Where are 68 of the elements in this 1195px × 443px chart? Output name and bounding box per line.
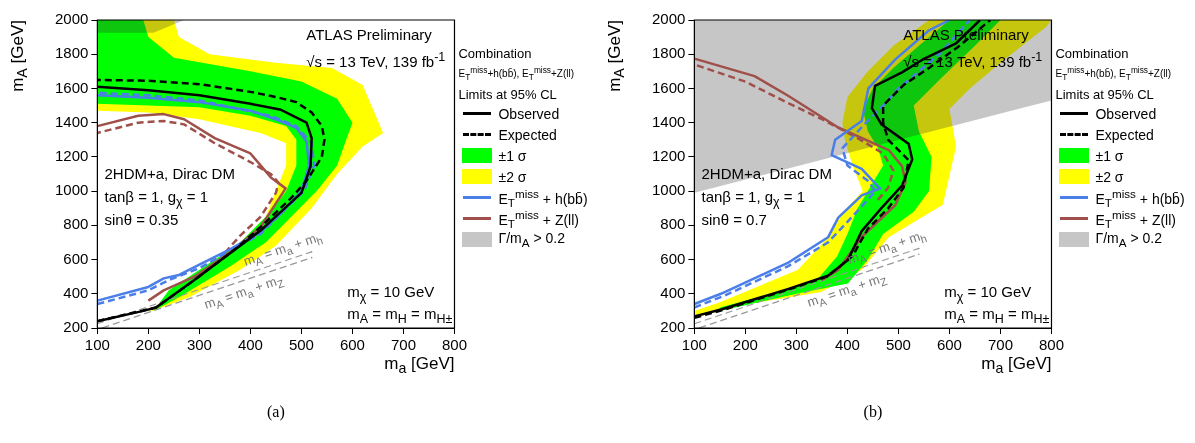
- x-tick-label: 300: [186, 336, 212, 354]
- x-tick-label: 100: [84, 336, 110, 354]
- annotation: m$_{A}$ = m$_{H}$ = m$_{H±}$: [347, 304, 453, 328]
- y-tick-label: 600: [63, 249, 89, 267]
- y-tick-label: 1200: [54, 147, 89, 165]
- legend-label: E$_{T}$$^{miss}$ + h(bb̄): [498, 186, 588, 210]
- annotation: 2HDM+a, Dirac DM: [104, 164, 235, 183]
- annotation: m$_{A}$ = m$_{H}$ = m$_{H±}$: [944, 304, 1050, 328]
- x-tick-label: 200: [135, 336, 161, 354]
- x-tick-label: 400: [237, 336, 263, 354]
- y-tick-label: 1800: [651, 44, 686, 62]
- legend-label: Γ/m$_{A}$ > 0.2: [1095, 230, 1162, 250]
- y-tick-label: 200: [63, 318, 89, 336]
- legend-label: ±1 σ: [1095, 147, 1124, 164]
- legend-label: E$_{T}$$^{miss}$ + Z(ll): [1095, 207, 1176, 231]
- x-tick-label: 400: [834, 336, 860, 354]
- legend-label: Expected: [498, 126, 557, 143]
- annotation: 2HDM+a, Dirac DM: [701, 164, 832, 183]
- annotation: m$_{χ}$ = 10 GeV: [944, 283, 1032, 307]
- y-tick-label: 400: [63, 283, 89, 301]
- y-tick-label: 1800: [54, 44, 89, 62]
- legend-label: Observed: [1095, 105, 1157, 122]
- y-tick-label: 2000: [651, 10, 686, 28]
- x-axis-title: m$_{a}$ [GeV]: [981, 354, 1052, 377]
- x-tick-label: 600: [936, 336, 962, 354]
- y-tick-label: 200: [660, 318, 686, 336]
- x-tick-label: 500: [885, 336, 911, 354]
- legend-label: E$_{T}$$^{miss}$ + h(bb̄): [1095, 186, 1185, 210]
- x-tick-label: 800: [1038, 336, 1064, 354]
- x-tick-label: 300: [783, 336, 809, 354]
- annotation: tanβ = 1, g$_{χ}$ = 1: [104, 187, 209, 211]
- y-tick-label: 1200: [651, 147, 686, 165]
- y-tick-label: 1000: [54, 181, 89, 199]
- legend-label: ±2 σ: [1095, 168, 1124, 185]
- x-tick-label: 500: [288, 336, 314, 354]
- y-tick-label: 1000: [651, 181, 686, 199]
- x-tick-label: 100: [681, 336, 707, 354]
- text: Combination E$_{T}$$^{miss}$+h(bb̄), E$_{T}$$^{miss}$+Z(ll) Limits at 95% CL: [1055, 46, 1172, 103]
- annotation: tanβ = 1, g$_{χ}$ = 1: [701, 187, 806, 211]
- text: (b): [863, 403, 883, 421]
- annotation: ATLAS Preliminary: [306, 26, 432, 45]
- x-tick-label: 700: [987, 336, 1013, 354]
- annotation: sinθ = 0.7: [701, 210, 767, 229]
- y-tick-label: 1400: [651, 112, 686, 130]
- legend-label: Observed: [498, 105, 560, 122]
- x-tick-label: 700: [390, 336, 416, 354]
- annotation: √s = 13 TeV, 139 fb$^{-1}$: [306, 48, 446, 71]
- x-tick-label: 800: [441, 336, 467, 354]
- y-tick-label: 2000: [54, 10, 89, 28]
- y-tick-label: 1600: [651, 78, 686, 96]
- text: Combination E$_{T}$$^{miss}$+h(bb̄), E$_{T}$$^{miss}$+Z(ll) Limits at 95% CL: [458, 46, 575, 103]
- annotation: sinθ = 0.35: [104, 210, 179, 229]
- y-tick-label: 800: [63, 215, 89, 233]
- annotation: m$_{χ}$ = 10 GeV: [347, 283, 435, 307]
- legend-label: E$_{T}$$^{miss}$ + Z(ll): [498, 207, 579, 231]
- legend-label: Expected: [1095, 126, 1154, 143]
- legend-label: ±2 σ: [498, 168, 527, 185]
- y-tick-label: 1600: [54, 78, 89, 96]
- y-tick-label: 600: [660, 249, 686, 267]
- text: (a): [267, 403, 285, 421]
- x-tick-label: 200: [732, 336, 758, 354]
- y-tick-label: 1400: [54, 112, 89, 130]
- x-axis-title: m$_{a}$ [GeV]: [384, 354, 455, 377]
- y-tick-label: 800: [660, 215, 686, 233]
- y-tick-label: 400: [660, 283, 686, 301]
- legend-label: Γ/m$_{A}$ > 0.2: [498, 230, 565, 250]
- x-tick-label: 600: [339, 336, 365, 354]
- legend-label: ±1 σ: [498, 147, 527, 164]
